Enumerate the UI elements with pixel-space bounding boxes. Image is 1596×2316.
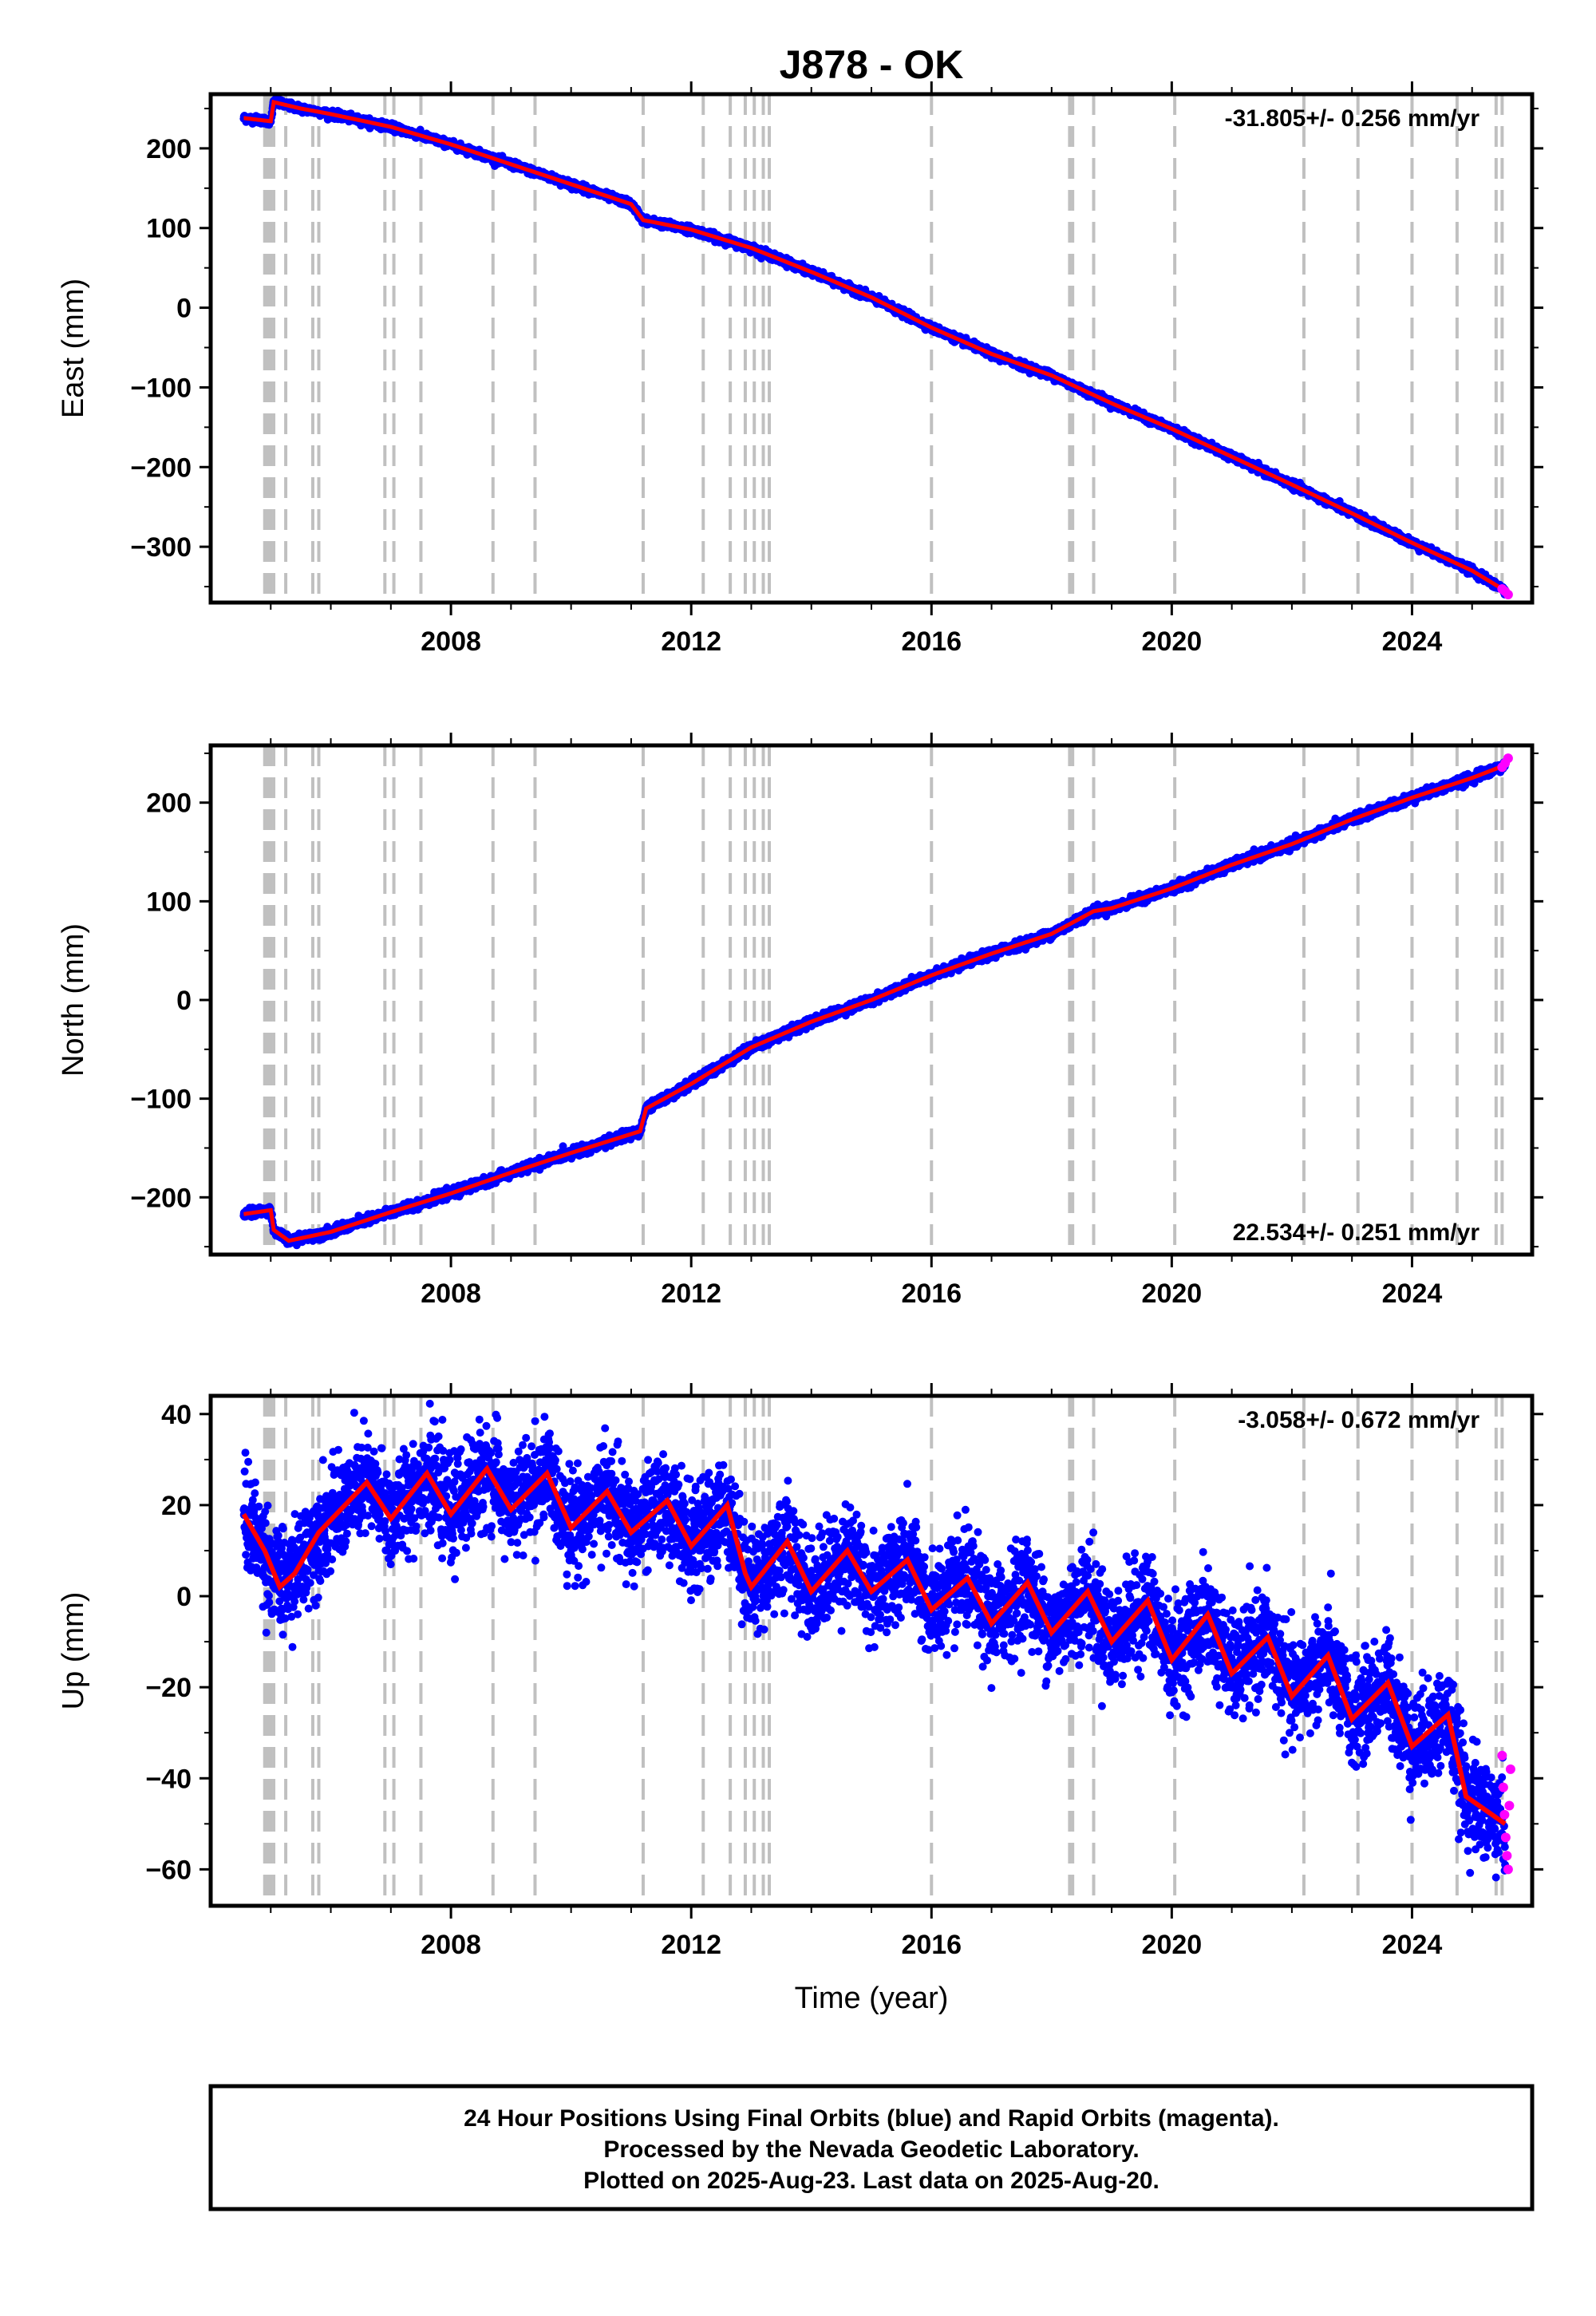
plot-area (239, 94, 1513, 603)
chart-title: J878 - OK (780, 42, 964, 87)
series-final-orbits (239, 94, 1510, 599)
